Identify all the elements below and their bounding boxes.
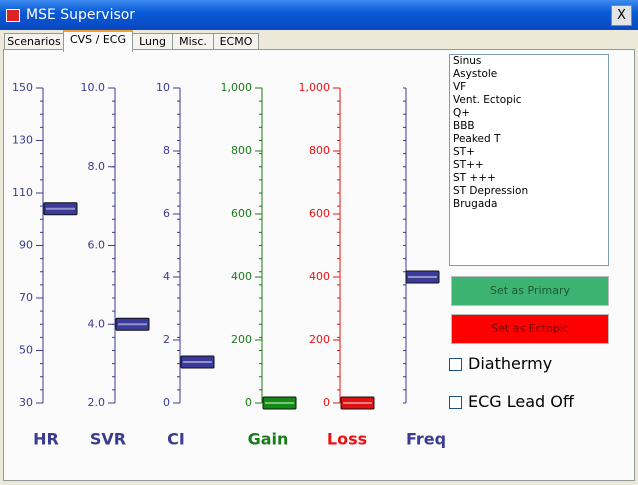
set-primary-button[interactable]: Set as Primary [451,276,609,306]
tab-selected[interactable]: CVS / ECG [63,30,133,52]
tick-label: 110 [12,186,33,199]
tick-label: 200 [309,333,330,346]
tick-label: 2 [163,333,170,346]
list-item[interactable]: ST++ [453,159,484,171]
tick-label: 2.0 [88,396,106,409]
list-item[interactable]: BBB [453,120,475,132]
slider-label: Loss [327,430,367,449]
tick-label: 70 [19,291,33,304]
tick-label: 200 [231,333,252,346]
checkbox-box[interactable] [449,396,462,409]
list-item[interactable]: Peaked T [453,133,501,145]
slider-thumb [405,270,440,284]
tab[interactable]: Scenarios [4,33,64,50]
tick-label: 0 [163,396,170,409]
slider-label: Gain [248,430,289,449]
set-ectopic-button[interactable]: Set as Ectopic [451,314,609,344]
window-title: MSE Supervisor [26,7,136,23]
slider-label: HR [33,430,59,449]
tab[interactable]: ECMO [213,33,259,50]
checkbox[interactable]: Diathermy [449,354,552,373]
slider-label: SVR [90,430,126,449]
tick-label: 10 [156,81,170,94]
slider-thumb [43,202,78,216]
tick-label: 600 [309,207,330,220]
list-item[interactable]: ST Depression [453,185,529,197]
tick-label: 6.0 [88,239,106,252]
tick-label: 600 [231,207,252,220]
slider-label: CI [167,430,185,449]
list-item[interactable]: Vent. Ectopic [453,94,522,106]
checkbox-label: Diathermy [468,354,553,373]
tick-label: 1,000 [299,81,331,94]
slider-thumb [262,396,297,410]
slider-thumb [340,396,375,410]
close-button[interactable]: X [611,5,632,26]
checkbox-label: ECG Lead Off [468,392,574,411]
title-bar: MSE Supervisor X [0,0,638,30]
tick-label: 50 [19,344,33,357]
checkbox[interactable]: ECG Lead Off [449,392,574,411]
tick-label: 4.0 [88,317,106,330]
list-item[interactable]: ST +++ [453,172,496,184]
tick-label: 0 [323,396,330,409]
slider-thumb [115,317,150,331]
rhythm-list[interactable]: Sinus Asystole VF Vent. Ectopic Q+ BBB Peaked … [449,54,609,266]
list-item[interactable]: Q+ [453,107,471,119]
list-item[interactable]: Brugada [453,198,498,210]
tick-label: 0 [245,396,252,409]
tick-label: 30 [19,396,33,409]
list-item[interactable]: VF [453,81,467,93]
tick-label: 800 [309,144,330,157]
checkbox-box[interactable] [449,358,462,371]
tick-label: 1,000 [221,81,253,94]
list-item[interactable]: Sinus [453,55,482,67]
tick-label: 6 [163,207,170,220]
list-item[interactable]: Asystole [453,68,498,80]
app-icon [6,9,20,22]
tick-label: 90 [19,239,33,252]
tick-label: 10.0 [81,81,106,94]
list-item[interactable]: ST+ [453,146,475,158]
tick-label: 150 [12,81,33,94]
slider-label: Freq [406,430,446,449]
tick-label: 400 [231,270,252,283]
tick-label: 8.0 [88,160,106,173]
slider-thumb [180,355,215,369]
tick-label: 4 [163,270,170,283]
tick-label: 400 [309,270,330,283]
tick-label: 8 [163,144,170,157]
tick-label: 800 [231,144,252,157]
tick-label: 130 [12,134,33,147]
